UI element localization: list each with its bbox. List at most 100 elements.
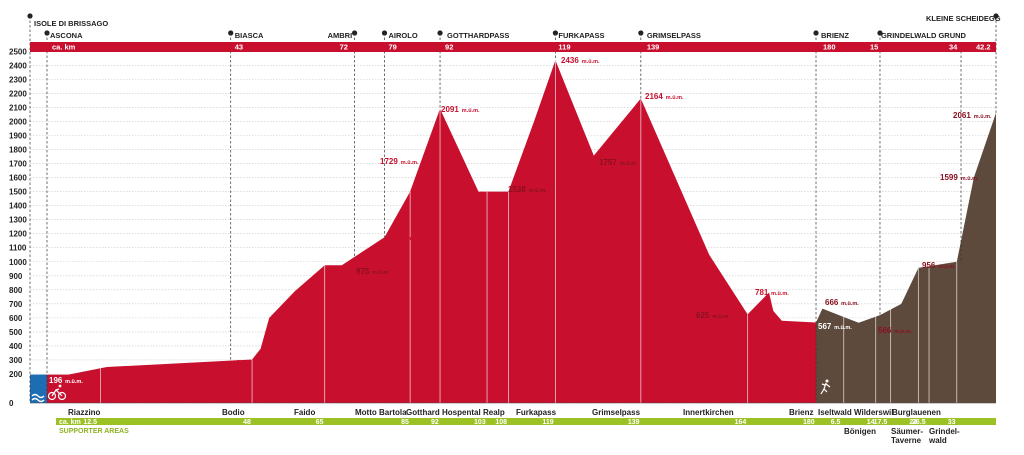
supporter-name: Wilderswil xyxy=(854,408,894,417)
km-bar-value: 15 xyxy=(870,43,878,52)
supporter-title: SUPPORTER AREAS xyxy=(59,428,129,435)
peak-elevation-unit: m.ü.m. xyxy=(712,314,730,320)
supporter-name: Gotthard xyxy=(406,408,440,417)
place-label: BIASCA xyxy=(235,31,264,40)
y-tick-label: 2300 xyxy=(9,75,27,84)
km-bar-value: 34 xyxy=(949,43,958,52)
supporter-name: Brienz xyxy=(789,408,813,417)
supporter-name: Iseltwald xyxy=(818,408,852,417)
peak-elevation-label: 2436 xyxy=(561,56,579,65)
km-bar-value: 139 xyxy=(647,43,660,52)
place-dot xyxy=(27,13,33,19)
peak-elevation-label: 666 xyxy=(825,298,839,307)
supporter-name: wald xyxy=(928,436,947,445)
supporter-name: Bönigen xyxy=(844,427,876,436)
supporter-name: Grimselpass xyxy=(592,408,641,417)
supporter-km: 108 xyxy=(495,419,507,426)
peak-elevation-label: 975 xyxy=(356,267,370,276)
place-label: AIROLO xyxy=(389,31,418,40)
y-tick-label: 2500 xyxy=(9,47,27,56)
supporter-name: Faido xyxy=(294,408,315,417)
supporter-km: 48 xyxy=(243,419,251,426)
supporter-name: Furkapass xyxy=(516,408,557,417)
swim-area xyxy=(30,374,47,403)
supporter-km: 17.5 xyxy=(874,419,888,426)
peak-elevation-label: 2091 xyxy=(441,105,459,114)
supporter-km: 139 xyxy=(628,419,640,426)
supporter-km: 24 xyxy=(909,419,917,426)
top-place-labels: ISOLE DI BRISSAGO ASCONA BIASCA AMBRI AIROLO… xyxy=(27,13,1001,403)
supporter-km: 180 xyxy=(803,419,815,426)
y-tick-label: 1300 xyxy=(9,216,27,225)
y-tick-label: 600 xyxy=(9,314,23,323)
km-bar-value: 119 xyxy=(558,43,570,52)
peak-elevation-label: 781 xyxy=(755,288,769,297)
top-km-bar: ca. km 43 72 79 92 119 139 180 15 34 42.2 xyxy=(30,42,996,52)
peak-labels: 196 m.ü.m.303 m.ü.m.975 m.ü.m.1175 m.ü.m.172… xyxy=(49,56,992,385)
run-area xyxy=(816,112,996,404)
y-tick-label: 1500 xyxy=(9,188,27,197)
supporter-km: 164 xyxy=(735,419,747,426)
peak-elevation-unit: m.ü.m. xyxy=(961,176,979,182)
place-label: ISOLE DI BRISSAGO xyxy=(34,19,108,28)
place-label: ASCONA xyxy=(50,31,83,40)
supporter-name: Innertkirchen xyxy=(683,408,734,417)
y-axis-labels: 0 200 300 400 500 600 700 800 900 1000 1100 1200 130… xyxy=(9,47,27,408)
supporter-km: 85 xyxy=(401,419,409,426)
supporter-areas: ca. km SUPPORTER AREAS 12.5 Riazzino 48 Bodio… xyxy=(56,408,996,445)
km-bar-value: 72 xyxy=(340,43,348,52)
peak-elevation-unit: m.ü.m. xyxy=(65,379,83,385)
runner-icon xyxy=(820,379,831,395)
place-label: GRIMSELPASS xyxy=(647,31,701,40)
peak-elevation-unit: m.ü.m. xyxy=(938,264,956,270)
supporter-name: Grindel- xyxy=(929,427,960,436)
peak-elevation-label: 1729 xyxy=(380,157,398,166)
supporter-km: 103 xyxy=(474,419,486,426)
supporter-km: 26.5 xyxy=(912,419,926,426)
peak-elevation-label: 303 xyxy=(236,359,250,368)
y-tick-label: 1600 xyxy=(9,174,27,183)
y-tick-label: 900 xyxy=(9,272,23,281)
peak-elevation-label: 1599 xyxy=(940,173,958,182)
supporter-name: Motto Bartola xyxy=(355,408,407,417)
y-tick-label: 500 xyxy=(9,328,23,337)
supporter-name: Riazzino xyxy=(68,408,101,417)
supporter-name: Realp xyxy=(483,408,505,417)
y-tick-label: 300 xyxy=(9,356,23,365)
y-tick-label: 1900 xyxy=(9,131,27,140)
place-label: AMBRI xyxy=(328,31,353,40)
peak-elevation-label: 1175 xyxy=(387,233,405,242)
km-bar-value: 79 xyxy=(389,43,397,52)
peak-elevation-unit: m.ü.m. xyxy=(252,362,270,368)
peak-elevation-unit: m.ü.m. xyxy=(834,325,852,331)
supporter-km: 6.5 xyxy=(831,419,841,426)
peak-elevation-label: 566 xyxy=(878,326,892,335)
y-tick-label: 1800 xyxy=(9,146,27,155)
peak-elevation-unit: m.ü.m. xyxy=(462,108,480,114)
place-label: FURKAPASS xyxy=(558,31,604,40)
km-bar-run xyxy=(816,42,996,52)
peak-elevation-unit: m.ü.m. xyxy=(620,161,638,167)
bike-area xyxy=(47,60,816,404)
supporter-name: Säumer- xyxy=(891,427,923,436)
supporter-km: 92 xyxy=(431,419,439,426)
supporter-km: 65 xyxy=(316,419,324,426)
y-tick-label: 2400 xyxy=(9,61,27,70)
supporter-bar xyxy=(56,418,996,425)
peak-elevation-unit: m.ü.m. xyxy=(841,301,859,307)
y-tick-label: 1100 xyxy=(9,244,27,253)
peak-elevation-unit: m.ü.m. xyxy=(529,188,547,194)
place-label: KLEINE SCHEIDEGG xyxy=(926,14,1001,23)
peak-elevation-unit: m.ü.m. xyxy=(372,270,390,276)
peak-elevation-label: 625 xyxy=(696,311,710,320)
km-bar-bike xyxy=(30,42,996,52)
place-dot xyxy=(993,13,999,19)
y-tick-label: 1200 xyxy=(9,230,27,239)
peak-elevation-unit: m.ü.m. xyxy=(974,114,992,120)
peak-elevation-unit: m.ü.m. xyxy=(894,329,912,335)
y-tick-label: 200 xyxy=(9,370,23,379)
peak-elevation-label: 567 xyxy=(818,322,832,331)
supporter-name: Burglauenen xyxy=(892,408,941,417)
y-tick-label: 2100 xyxy=(9,103,27,112)
